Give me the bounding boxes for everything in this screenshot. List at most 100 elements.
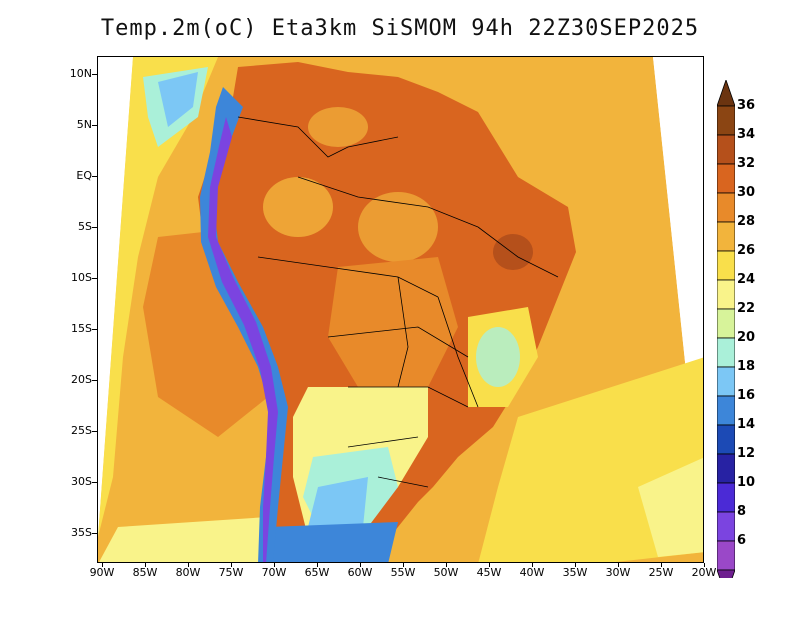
temperature-map <box>98 57 703 562</box>
lon-tick <box>532 563 533 567</box>
colorbar-label: 26 <box>737 243 756 258</box>
colorbar-band <box>717 192 735 223</box>
lon-tick <box>661 563 662 567</box>
colorbar-label: 14 <box>737 417 756 432</box>
lat-tick <box>92 278 97 279</box>
colorbar-label: 10 <box>737 475 756 490</box>
lon-label: 70W <box>261 566 287 579</box>
lat-label: EQ <box>76 169 92 182</box>
lon-label: 80W <box>175 566 201 579</box>
colorbar-band <box>717 511 735 542</box>
colorbar-band <box>717 366 735 397</box>
colorbar-band <box>717 453 735 484</box>
hotspot-north <box>308 107 368 147</box>
colorbar-band <box>717 540 735 571</box>
colorbar-band <box>717 482 735 513</box>
lon-tick <box>618 563 619 567</box>
map-panel <box>97 56 704 563</box>
outside-domain-right <box>653 57 703 533</box>
colorbar-band <box>717 279 735 310</box>
lat-tick <box>92 482 97 483</box>
lat-label: 10S <box>71 271 92 284</box>
lat-label: 10N <box>69 67 92 80</box>
lon-tick <box>446 563 447 567</box>
lon-label: 45W <box>476 566 502 579</box>
lon-label: 55W <box>390 566 416 579</box>
lat-tick <box>92 176 97 177</box>
lat-label: 5N <box>76 118 92 131</box>
region-brazil-central <box>328 257 458 387</box>
lon-label: 85W <box>132 566 158 579</box>
ocean-coast-southwest <box>99 517 273 562</box>
lon-tick <box>274 563 275 567</box>
colorbar-band <box>717 105 735 136</box>
lon-tick <box>317 563 318 567</box>
colorbar-label: 36 <box>737 98 756 113</box>
lon-tick <box>188 563 189 567</box>
lon-label: 75W <box>218 566 244 579</box>
colorbar-label: 34 <box>737 127 756 142</box>
lat-label: 30S <box>71 475 92 488</box>
colorbar-label: 20 <box>737 330 756 345</box>
lon-label: 50W <box>433 566 459 579</box>
colorbar-band <box>717 308 735 339</box>
ocean-coast-south <box>638 457 703 557</box>
lon-tick <box>489 563 490 567</box>
colorbar-label: 6 <box>737 533 747 548</box>
lon-label: 90W <box>89 566 115 579</box>
colorbar-band <box>717 134 735 165</box>
colorbar <box>717 80 735 578</box>
lat-tick <box>92 431 97 432</box>
ocean-coldest-north-pacific <box>158 72 198 127</box>
lat-label: 20S <box>71 373 92 386</box>
region-far-south <box>263 522 398 562</box>
lon-label: 25W <box>648 566 674 579</box>
lon-tick <box>575 563 576 567</box>
colorbar-label: 30 <box>737 185 756 200</box>
colorbar-band <box>717 395 735 426</box>
lat-tick <box>92 227 97 228</box>
colorbar-band <box>717 163 735 194</box>
colorbar-label: 12 <box>737 446 756 461</box>
colorbar-band <box>717 250 735 281</box>
lon-label: 20W <box>691 566 717 579</box>
hotspot-northeast-dark <box>493 234 533 270</box>
lat-tick <box>92 380 97 381</box>
lon-tick <box>403 563 404 567</box>
lat-label: 15S <box>71 322 92 335</box>
lat-label: 5S <box>78 220 92 233</box>
colorbar-label: 32 <box>737 156 756 171</box>
colorbar-label: 18 <box>737 359 756 374</box>
lon-label: 40W <box>519 566 545 579</box>
ocean-cool-pacific <box>98 57 218 537</box>
colorbar-bottom-arrow <box>717 569 735 578</box>
lon-tick <box>360 563 361 567</box>
lon-label: 30W <box>605 566 631 579</box>
cool-spot-east-brazil <box>476 327 520 387</box>
lat-tick <box>92 533 97 534</box>
colorbar-band <box>717 337 735 368</box>
lon-tick <box>145 563 146 567</box>
lat-label: 35S <box>71 526 92 539</box>
lat-tick <box>92 125 97 126</box>
lon-tick <box>704 563 705 567</box>
lon-label: 65W <box>304 566 330 579</box>
lon-tick <box>102 563 103 567</box>
lat-tick <box>92 74 97 75</box>
hotspot-amazon-central <box>358 192 438 262</box>
lon-label: 60W <box>347 566 373 579</box>
colorbar-label: 24 <box>737 272 756 287</box>
lat-label: 25S <box>71 424 92 437</box>
hotspot-amazon-west <box>263 177 333 237</box>
lon-tick <box>231 563 232 567</box>
colorbar-label: 16 <box>737 388 756 403</box>
colorbar-label: 22 <box>737 301 756 316</box>
lon-label: 35W <box>562 566 588 579</box>
colorbar-label: 28 <box>737 214 756 229</box>
country-borders <box>237 116 559 488</box>
colorbar-label: 8 <box>737 504 747 519</box>
lat-tick <box>92 329 97 330</box>
colorbar-band <box>717 424 735 455</box>
page-title: Temp.2m(oC) Eta3km SiSMOM 94h 22Z30SEP20… <box>100 16 700 41</box>
colorbar-band <box>717 221 735 252</box>
